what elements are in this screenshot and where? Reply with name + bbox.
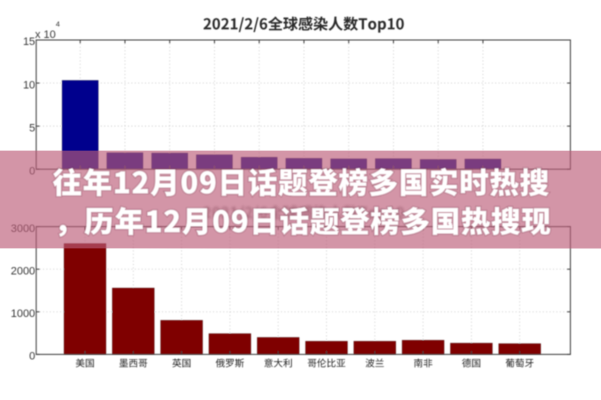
svg-text:10: 10 xyxy=(23,79,35,91)
svg-text:15: 15 xyxy=(23,36,35,48)
svg-text:2000: 2000 xyxy=(11,265,35,277)
svg-text:x 10: x 10 xyxy=(35,29,56,41)
svg-text:1000: 1000 xyxy=(11,308,35,320)
svg-text:0: 0 xyxy=(29,351,35,363)
svg-text:5: 5 xyxy=(29,122,35,134)
svg-text:4: 4 xyxy=(56,20,60,29)
